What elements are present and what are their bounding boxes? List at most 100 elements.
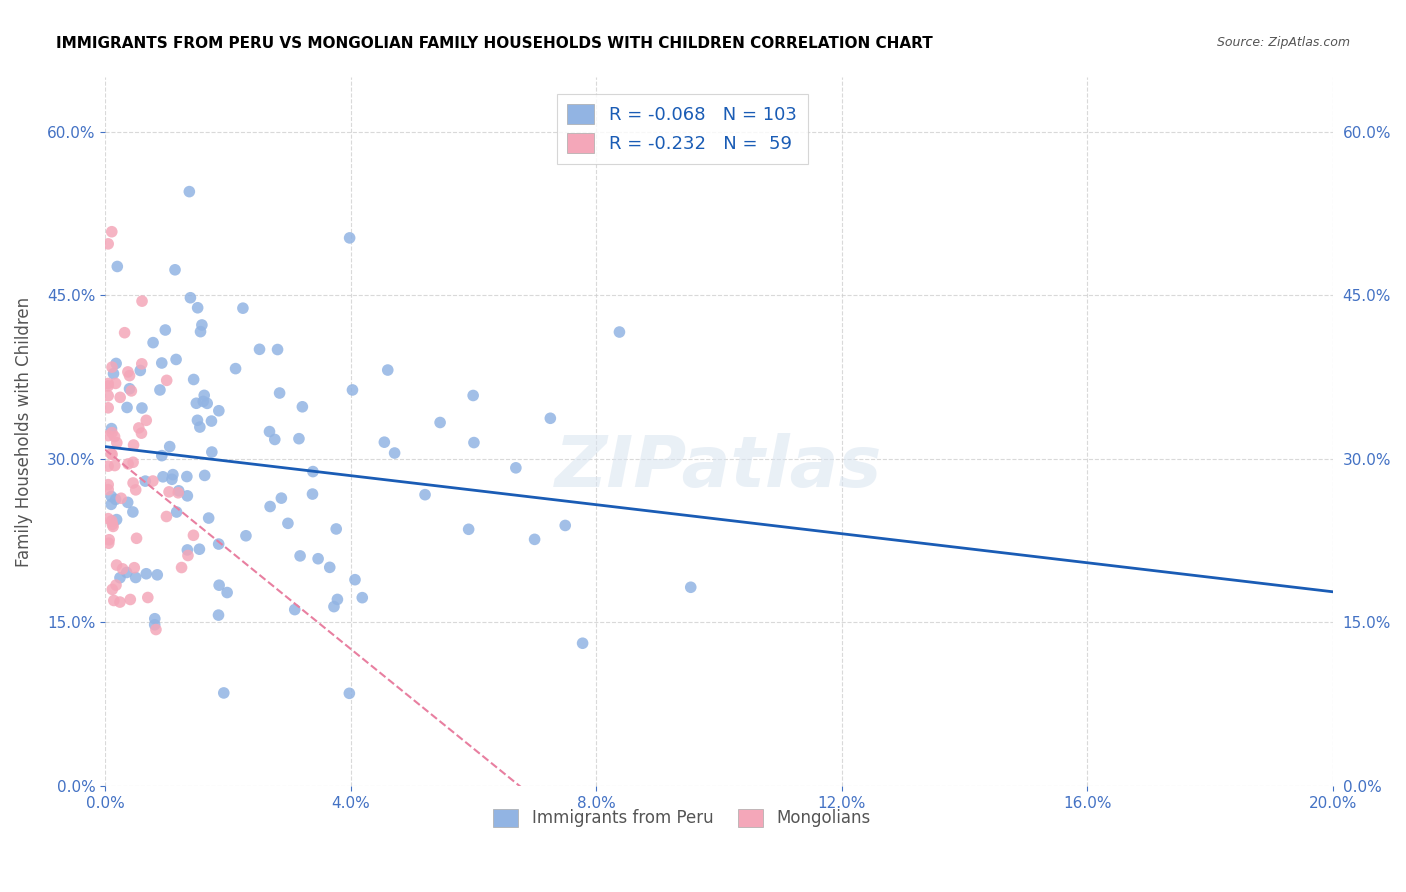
- Point: [166, 505, 188, 519]
- Point: [97, 236, 120, 251]
- Point: [117, 457, 139, 471]
- Point: [554, 518, 576, 533]
- Point: [463, 435, 485, 450]
- Point: [160, 472, 183, 486]
- Text: IMMIGRANTS FROM PERU VS MONGOLIAN FAMILY HOUSEHOLDS WITH CHILDREN CORRELATION CH: IMMIGRANTS FROM PERU VS MONGOLIAN FAMILY…: [56, 36, 934, 51]
- Point: [114, 326, 136, 340]
- Point: [384, 446, 406, 460]
- Point: [122, 475, 145, 490]
- Text: ZIPatlas: ZIPatlas: [555, 433, 883, 501]
- Point: [111, 562, 134, 576]
- Point: [104, 376, 127, 391]
- Point: [170, 560, 193, 574]
- Point: [101, 519, 124, 533]
- Point: [249, 343, 271, 357]
- Point: [103, 430, 125, 444]
- Point: [97, 401, 120, 415]
- Point: [193, 394, 215, 409]
- Point: [155, 323, 177, 337]
- Point: [266, 343, 288, 357]
- Point: [201, 445, 224, 459]
- Point: [131, 401, 153, 415]
- Point: [108, 390, 131, 404]
- Point: [152, 470, 174, 484]
- Point: [120, 592, 142, 607]
- Point: [373, 435, 395, 450]
- Point: [105, 356, 128, 370]
- Point: [413, 488, 436, 502]
- Point: [108, 571, 131, 585]
- Point: [100, 422, 122, 436]
- Point: [122, 505, 145, 519]
- Point: [124, 560, 146, 574]
- Point: [150, 356, 173, 370]
- Point: [195, 396, 218, 410]
- Point: [129, 363, 152, 377]
- Point: [105, 578, 128, 592]
- Point: [194, 468, 217, 483]
- Point: [301, 487, 323, 501]
- Point: [97, 483, 120, 497]
- Point: [186, 396, 208, 410]
- Point: [176, 543, 198, 558]
- Point: [167, 483, 190, 498]
- Point: [270, 491, 292, 505]
- Point: [146, 567, 169, 582]
- Legend: Immigrants from Peru, Mongolians: Immigrants from Peru, Mongolians: [486, 802, 877, 834]
- Point: [323, 599, 346, 614]
- Point: [97, 376, 120, 391]
- Point: [288, 432, 311, 446]
- Point: [115, 401, 138, 415]
- Point: [117, 495, 139, 509]
- Point: [208, 537, 231, 551]
- Point: [103, 367, 125, 381]
- Point: [200, 414, 222, 428]
- Point: [104, 458, 127, 473]
- Point: [157, 484, 180, 499]
- Point: [100, 225, 122, 239]
- Point: [149, 383, 172, 397]
- Point: [101, 360, 124, 375]
- Point: [284, 602, 307, 616]
- Point: [179, 185, 201, 199]
- Point: [155, 509, 177, 524]
- Point: [97, 428, 120, 442]
- Point: [135, 566, 157, 581]
- Point: [131, 294, 153, 309]
- Point: [125, 483, 148, 497]
- Point: [98, 533, 121, 547]
- Point: [118, 382, 141, 396]
- Point: [150, 449, 173, 463]
- Text: Source: ZipAtlas.com: Source: ZipAtlas.com: [1216, 36, 1350, 49]
- Point: [97, 379, 120, 393]
- Point: [183, 372, 205, 386]
- Point: [134, 474, 156, 488]
- Point: [190, 325, 212, 339]
- Point: [135, 413, 157, 427]
- Point: [100, 489, 122, 503]
- Point: [291, 400, 314, 414]
- Point: [163, 262, 186, 277]
- Point: [101, 447, 124, 461]
- Point: [136, 591, 159, 605]
- Point: [457, 522, 479, 536]
- Point: [142, 474, 165, 488]
- Point: [101, 425, 124, 440]
- Point: [288, 549, 311, 563]
- Point: [302, 465, 325, 479]
- Y-axis label: Family Households with Children: Family Households with Children: [15, 296, 32, 566]
- Point: [307, 551, 329, 566]
- Point: [176, 469, 198, 483]
- Point: [208, 578, 231, 592]
- Point: [377, 363, 399, 377]
- Point: [523, 533, 546, 547]
- Point: [105, 260, 128, 274]
- Point: [124, 570, 146, 584]
- Point: [277, 516, 299, 531]
- Point: [108, 595, 131, 609]
- Point: [191, 318, 214, 332]
- Point: [97, 536, 120, 550]
- Point: [176, 489, 198, 503]
- Point: [118, 368, 141, 383]
- Point: [103, 593, 125, 607]
